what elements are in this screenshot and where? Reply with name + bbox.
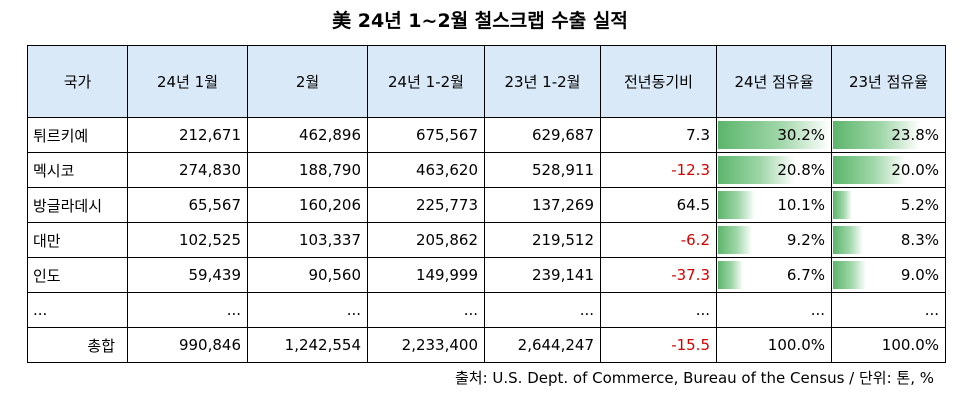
header-feb24: 2월 — [247, 45, 368, 118]
janfeb23-cell: 239,141 — [484, 257, 601, 293]
janfeb23-cell: 629,687 — [484, 117, 601, 153]
ellipsis-cell: ... — [831, 292, 946, 328]
share-bar — [833, 191, 853, 219]
share23-cell: 5.2% — [831, 187, 946, 223]
share24-cell: 9.2% — [716, 222, 832, 258]
jan24-cell: 102,525 — [127, 222, 248, 258]
ellipsis-cell: ... — [127, 292, 248, 328]
jan24-cell: 59,439 — [127, 257, 248, 293]
source-note: 출처: U.S. Dept. of Commerce, Bureau of th… — [454, 369, 934, 387]
header-yoy: 전년동기비 — [600, 45, 717, 118]
share24-cell: 10.1% — [716, 187, 832, 223]
share-value: 6.7% — [786, 266, 825, 284]
share-value: 9.0% — [900, 266, 939, 284]
janfeb23-cell: 528,911 — [484, 152, 601, 188]
share23-cell: 23.8% — [831, 117, 946, 153]
feb24-cell: 90,560 — [247, 257, 368, 293]
total-janfeb23-cell: 2,644,247 — [484, 327, 601, 363]
jan24-cell: 274,830 — [127, 152, 248, 188]
ellipsis-cell: ... — [716, 292, 832, 328]
yoy-cell: -37.3 — [600, 257, 717, 293]
share-value: 20.8% — [777, 161, 825, 179]
share24-cell: 30.2% — [716, 117, 832, 153]
share-value: 30.2% — [777, 126, 825, 144]
janfeb24-cell: 149,999 — [367, 257, 485, 293]
table-row: 튀르키예 212,671 462,896 675,567 629,687 7.3 30.2%… — [27, 117, 946, 153]
yoy-cell: -6.2 — [600, 222, 717, 258]
share23-cell: 8.3% — [831, 222, 946, 258]
country-cell: 튀르키예 — [27, 117, 128, 153]
table-row: 인도 59,439 90,560 149,999 239,141 -37.3 6.7% 9.0… — [27, 257, 946, 293]
header-share23: 23년 점유율 — [831, 45, 946, 118]
ellipsis-cell: ... — [600, 292, 717, 328]
header-country: 국가 — [27, 45, 128, 118]
share-bar — [833, 156, 907, 184]
country-cell: 인도 — [27, 257, 128, 293]
share-bar — [718, 156, 795, 184]
feb24-cell: 188,790 — [247, 152, 368, 188]
total-share23-cell: 100.0% — [831, 327, 946, 363]
header-janfeb24: 24년 1-2월 — [367, 45, 485, 118]
share-bar — [833, 261, 866, 289]
janfeb24-cell: 225,773 — [367, 187, 485, 223]
share-value: 20.0% — [891, 161, 939, 179]
janfeb24-cell: 205,862 — [367, 222, 485, 258]
table-row: 대만 102,525 103,337 205,862 219,512 -6.2 9.2% 8.… — [27, 222, 946, 258]
total-label-cell: 총합 — [27, 327, 128, 363]
share-bar — [718, 226, 753, 254]
table-row: 방글라데시 65,567 160,206 225,773 137,269 64.5 10.1… — [27, 187, 946, 223]
yoy-cell: -12.3 — [600, 152, 717, 188]
country-cell: 멕시코 — [27, 152, 128, 188]
share-value: 8.3% — [900, 231, 939, 249]
country-cell: 방글라데시 — [27, 187, 128, 223]
janfeb24-cell: 463,620 — [367, 152, 485, 188]
total-yoy-cell: -15.5 — [600, 327, 717, 363]
feb24-cell: 160,206 — [247, 187, 368, 223]
share-bar — [833, 226, 864, 254]
share24-cell: 6.7% — [716, 257, 832, 293]
export-table: 국가 24년 1월 2월 24년 1-2월 23년 1-2월 전년동기비 24년… — [27, 45, 946, 363]
table-row: 멕시코 274,830 188,790 463,620 528,911 -12.3 20.8… — [27, 152, 946, 188]
ellipsis-cell: ... — [247, 292, 368, 328]
table-title: 美 24년 1~2월 철스크랩 수출 실적 — [332, 10, 628, 32]
jan24-cell: 212,671 — [127, 117, 248, 153]
share-bar — [833, 121, 921, 149]
total-janfeb24-cell: 2,233,400 — [367, 327, 485, 363]
share-bar — [718, 121, 830, 149]
janfeb23-cell: 219,512 — [484, 222, 601, 258]
share-value: 5.2% — [900, 196, 939, 214]
share-bar — [718, 261, 743, 289]
janfeb24-cell: 675,567 — [367, 117, 485, 153]
feb24-cell: 462,896 — [247, 117, 368, 153]
ellipsis-row: ........................ — [27, 292, 946, 328]
janfeb23-cell: 137,269 — [484, 187, 601, 223]
ellipsis-cell: ... — [367, 292, 485, 328]
total-jan24-cell: 990,846 — [127, 327, 248, 363]
total-feb24-cell: 1,242,554 — [247, 327, 368, 363]
share23-cell: 20.0% — [831, 152, 946, 188]
yoy-cell: 64.5 — [600, 187, 717, 223]
header-jan24: 24년 1월 — [127, 45, 248, 118]
header-janfeb23: 23년 1-2월 — [484, 45, 601, 118]
share24-cell: 20.8% — [716, 152, 832, 188]
yoy-cell: 7.3 — [600, 117, 717, 153]
ellipsis-cell: ... — [27, 292, 128, 328]
ellipsis-cell: ... — [484, 292, 601, 328]
share23-cell: 9.0% — [831, 257, 946, 293]
share-value: 23.8% — [891, 126, 939, 144]
country-cell: 대만 — [27, 222, 128, 258]
total-row: 총합 990,846 1,242,554 2,233,400 2,644,247 -15.… — [27, 327, 946, 363]
header-share24: 24년 점유율 — [716, 45, 832, 118]
share-bar — [718, 191, 756, 219]
share-value: 10.1% — [777, 196, 825, 214]
header-row: 국가 24년 1월 2월 24년 1-2월 23년 1-2월 전년동기비 24년… — [27, 45, 946, 118]
jan24-cell: 65,567 — [127, 187, 248, 223]
total-share24-cell: 100.0% — [716, 327, 832, 363]
share-value: 9.2% — [786, 231, 825, 249]
feb24-cell: 103,337 — [247, 222, 368, 258]
